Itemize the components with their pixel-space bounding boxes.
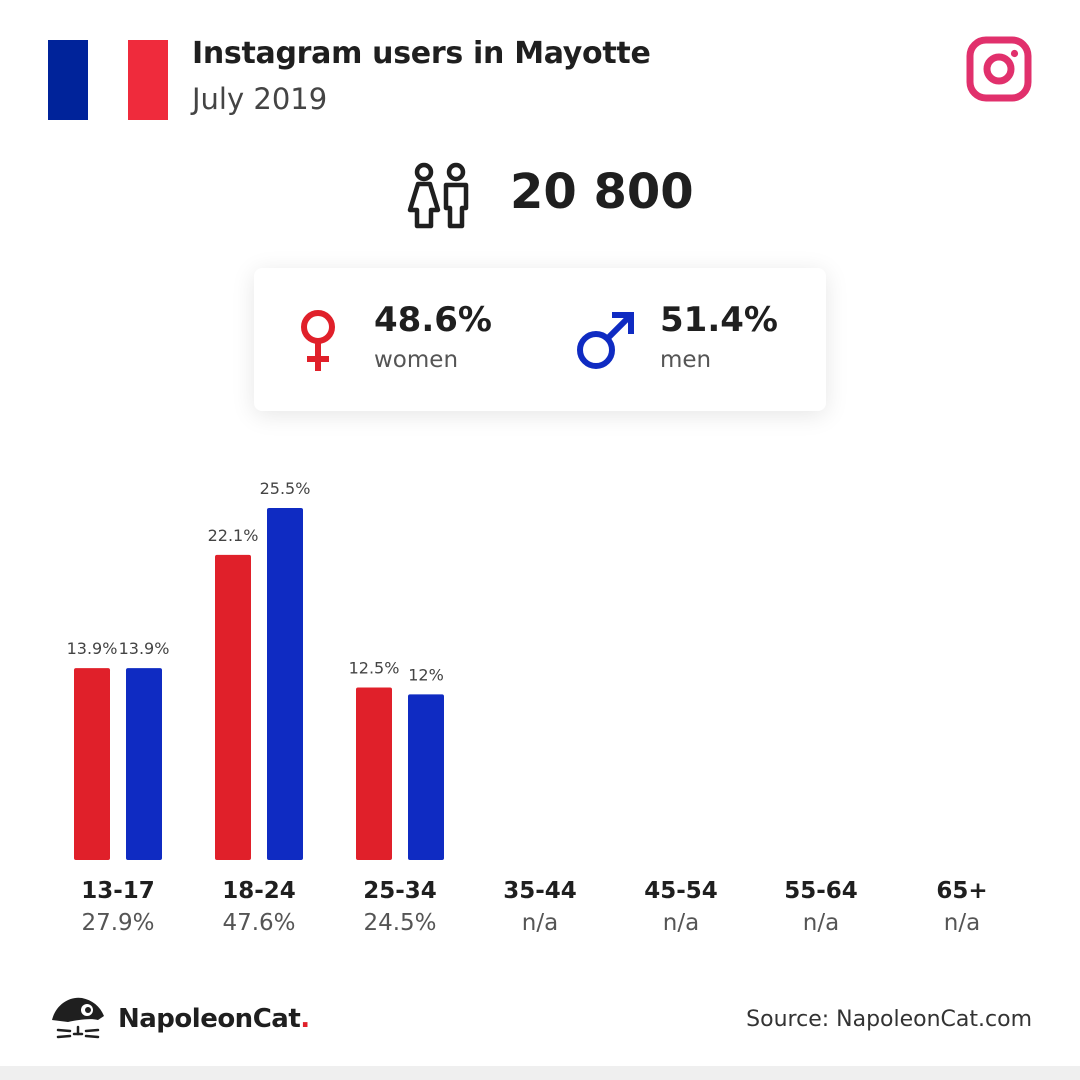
napoleoncat-logo-icon (52, 997, 104, 1039)
flag-blue-stripe (48, 40, 88, 120)
age-share-55-64: n/a (802, 910, 840, 936)
bar-13-17-women (74, 668, 110, 860)
age-share-18-24: 47.6% (222, 910, 296, 936)
female-icon (301, 310, 335, 371)
men-label: men (660, 347, 712, 373)
source-credit: Source: NapoleonCat.com (746, 1007, 1032, 1032)
bottom-bar (0, 1066, 1080, 1080)
age-label-13-17: 13-17 (81, 878, 155, 904)
age-label-25-34: 25-34 (363, 878, 437, 904)
male-icon (577, 312, 634, 369)
age-label-35-44: 35-44 (503, 878, 577, 904)
bar-13-17-men (126, 668, 162, 860)
bar-18-24-men (267, 508, 303, 860)
age-label-18-24: 18-24 (222, 878, 296, 904)
age-share-35-44: n/a (521, 910, 559, 936)
flag-red-stripe (128, 40, 168, 120)
bar-value-label: 12.5% (349, 658, 400, 677)
men-percent: 51.4% (660, 300, 778, 340)
women-label: women (374, 347, 459, 373)
women-percent: 48.6% (374, 300, 492, 340)
page-subtitle: July 2019 (192, 82, 328, 116)
age-label-45-54: 45-54 (644, 878, 718, 904)
people-icon (407, 162, 469, 229)
bar-value-label: 22.1% (208, 526, 259, 545)
instagram-icon (966, 36, 1032, 102)
brand-text: NapoleonCat (118, 1004, 301, 1034)
bar-25-34-women (356, 687, 392, 860)
bar-value-label: 12% (408, 665, 444, 684)
page-title: Instagram users in Mayotte (192, 36, 651, 71)
age-gender-bar-chart: 13.9% 13.9% 22.1% 25.5% 12.5% 12% (67, 479, 444, 860)
bar-18-24-women (215, 554, 251, 860)
bar-value-label: 25.5% (260, 479, 311, 498)
age-share-45-54: n/a (662, 910, 700, 936)
age-share-65-plus: n/a (943, 910, 981, 936)
age-label-55-64: 55-64 (784, 878, 858, 904)
total-users: 20 800 (510, 164, 694, 220)
age-share-13-17: 27.9% (81, 910, 155, 936)
gender-card (254, 268, 826, 411)
age-share-25-34: 24.5% (363, 910, 437, 936)
brand-name: NapoleonCat. (118, 1004, 310, 1034)
bar-25-34-men (408, 694, 444, 860)
brand-dot: . (300, 1004, 310, 1034)
bar-value-label: 13.9% (119, 639, 170, 658)
age-label-65-plus: 65+ (936, 878, 988, 904)
bar-value-label: 13.9% (67, 639, 118, 658)
